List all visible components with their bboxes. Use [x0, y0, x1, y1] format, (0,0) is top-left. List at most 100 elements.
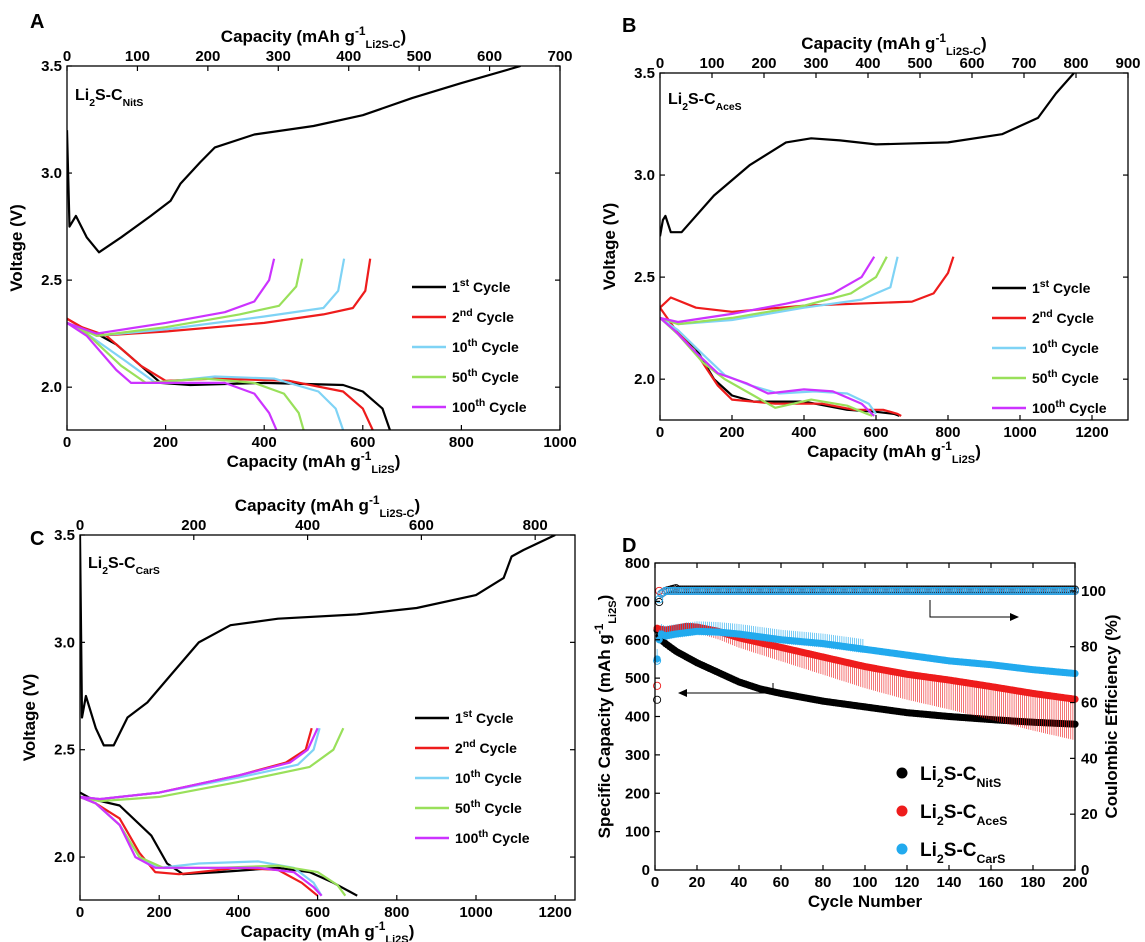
plot-frame	[66, 65, 561, 431]
efficiency-point	[1028, 586, 1038, 595]
efficiency-point	[802, 586, 811, 595]
efficiency-point	[986, 586, 996, 595]
series-2-discharge	[80, 795, 319, 897]
efficiency-point	[806, 586, 815, 595]
efficiency-point	[653, 681, 662, 690]
x2-axis-label: Capacity (mAh g-1Li2S-C)	[221, 24, 406, 51]
series-10-charge	[660, 256, 899, 326]
efficiency-point	[957, 586, 966, 595]
x2-tick-label: 700	[1011, 55, 1036, 72]
x2-tick-label: 400	[295, 517, 320, 534]
efficiency-point	[768, 586, 777, 595]
efficiency-point	[942, 586, 951, 595]
efficiency-point	[791, 586, 800, 595]
x2-tick-label: 500	[907, 55, 932, 72]
efficiency-point	[989, 586, 998, 595]
panel-c: C 0 200 400 600 800 1000 1200 0 200 400 600 800 2.0 2.…	[20, 493, 576, 942]
efficiency-point	[753, 586, 762, 595]
x-tick-label: 60	[773, 874, 790, 891]
x-tick-label: 800	[935, 424, 960, 441]
efficiency-point	[825, 586, 834, 595]
efficiency-point	[760, 586, 769, 595]
efficiency-point	[923, 586, 933, 595]
panel-d: D0 20 40 60 80 100 120 140 160 180 200010020030040…	[592, 535, 1121, 911]
x-tick-label: 0	[76, 904, 84, 921]
efficiency-point	[1058, 586, 1067, 595]
efficiency-point	[797, 586, 807, 595]
efficiency-point	[905, 586, 914, 595]
efficiency-point	[823, 586, 832, 595]
series-100-discharge	[80, 795, 323, 897]
series-10-charge	[67, 258, 346, 337]
efficiency-point	[1060, 586, 1069, 595]
efficiency-point	[745, 586, 754, 595]
efficiency-point	[915, 586, 924, 595]
efficiency-point	[852, 586, 861, 595]
y-tick-label: 3.0	[634, 167, 655, 184]
y-tick-label: 600	[625, 632, 650, 649]
efficiency-point	[703, 586, 712, 595]
x2-tick-label: 800	[1063, 55, 1088, 72]
series-1-charge	[660, 73, 1075, 237]
efficiency-point	[1001, 586, 1010, 595]
x2-tick-label: 0	[656, 55, 664, 72]
y-tick-label: 2.0	[41, 379, 62, 396]
series-10-discharge	[80, 795, 323, 897]
efficiency-point	[734, 586, 744, 595]
efficiency-point	[726, 586, 735, 595]
y-axis-label: Specific Capacity (mAh g-1Li2S)	[592, 595, 619, 839]
efficiency-point	[953, 586, 962, 595]
x-axis-label: Capacity (mAh g-1Li2S)	[807, 439, 981, 466]
efficiency-point	[804, 586, 813, 595]
series-50-charge	[660, 256, 888, 326]
series-100-charge	[80, 727, 319, 801]
efficiency-point	[741, 586, 750, 595]
efficiency-point	[898, 586, 907, 595]
efficiency-point	[1010, 586, 1019, 595]
efficiency-point	[947, 586, 956, 595]
efficiency-point	[1056, 586, 1065, 595]
efficiency-point	[1026, 586, 1035, 595]
x-tick-label: 800	[449, 434, 474, 451]
y-tick-label: 2.5	[41, 272, 62, 289]
efficiency-point	[772, 586, 781, 595]
efficiency-point	[737, 586, 746, 595]
efficiency-point	[865, 586, 874, 595]
sample-label: Li2S-CAceS	[668, 91, 742, 113]
legend: Li2S-CNitS Li2S-CAceS Li2S-CCarS	[896, 764, 1007, 866]
efficiency-point	[779, 586, 788, 595]
x-tick-label: 100	[852, 874, 877, 891]
efficiency-point	[789, 586, 798, 595]
efficiency-point	[716, 586, 725, 595]
panel-label: D	[622, 535, 636, 557]
efficiency-point	[1007, 586, 1017, 595]
series-100-charge	[67, 258, 276, 335]
efficiency-point	[871, 586, 880, 595]
efficiency-point	[976, 586, 985, 595]
panel-b: B 0 200 400 600 800 1000 1200 0 100 200 300 400 500 60…	[600, 15, 1141, 466]
efficiency-point	[848, 586, 857, 595]
series-100-charge	[660, 256, 876, 324]
efficiency-point	[1024, 586, 1033, 595]
efficiency-point	[919, 586, 928, 595]
efficiency-point	[959, 586, 968, 595]
efficiency-point	[785, 586, 794, 595]
efficiency-point	[984, 586, 993, 595]
x-tick-label: 1200	[1075, 424, 1108, 441]
y-tick-label: 2.5	[634, 269, 655, 286]
plot-frame	[659, 72, 1129, 421]
x2-axis-label: Capacity (mAh g-1Li2S-C)	[235, 493, 420, 520]
efficiency-point	[1005, 586, 1014, 595]
x-tick-label: 600	[305, 904, 330, 921]
x-tick-label: 140	[936, 874, 961, 891]
efficiency-point	[1045, 586, 1054, 595]
efficiency-point	[688, 586, 697, 595]
x-tick-label: 200	[147, 904, 172, 921]
efficiency-point	[743, 586, 752, 595]
efficiency-point	[999, 586, 1008, 595]
efficiency-point	[701, 586, 710, 595]
efficiency-point	[844, 586, 853, 595]
y-tick-label: 3.5	[634, 65, 655, 82]
efficiency-point	[1031, 586, 1040, 595]
efficiency-point	[705, 586, 714, 595]
